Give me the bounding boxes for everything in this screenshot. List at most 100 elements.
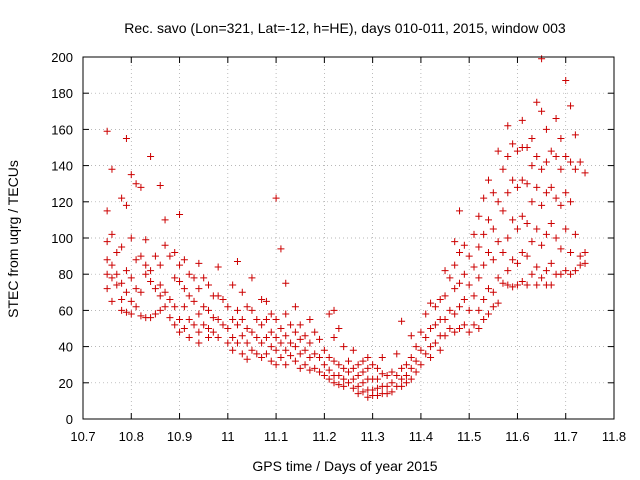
data-point	[306, 339, 314, 347]
data-point	[427, 353, 435, 361]
data-point	[325, 375, 333, 383]
data-point	[364, 353, 372, 361]
data-point	[441, 267, 449, 275]
data-point	[127, 297, 135, 305]
data-point	[393, 372, 401, 380]
plot-frame	[82, 56, 615, 420]
data-point	[354, 382, 362, 390]
data-point	[571, 131, 579, 139]
data-point	[137, 288, 145, 296]
data-point	[446, 325, 454, 332]
data-point	[451, 285, 459, 293]
data-point	[557, 270, 565, 278]
data-point	[518, 277, 526, 285]
data-point	[233, 258, 241, 266]
data-point	[441, 332, 449, 340]
data-point	[132, 180, 140, 188]
data-point	[513, 225, 521, 233]
data-point	[118, 296, 126, 304]
data-point	[209, 328, 217, 336]
x-tick-labels: 10.7 10.8 10.9 11 11.1 11.2 11.3 11.4 11.5 11.6 11…	[70, 429, 626, 444]
data-point	[272, 334, 280, 342]
data-point	[494, 274, 502, 282]
data-point	[349, 346, 357, 354]
data-point	[214, 263, 222, 271]
x-tick-label: 11	[221, 429, 235, 444]
data-point	[528, 198, 536, 206]
data-point	[538, 201, 546, 209]
data-point	[542, 189, 550, 197]
data-point	[171, 321, 179, 329]
data-point	[205, 325, 213, 332]
data-point	[513, 147, 521, 155]
data-point	[243, 303, 251, 311]
data-point	[156, 292, 164, 300]
data-point	[489, 303, 497, 311]
y-tick-label: 100	[51, 231, 73, 246]
data-point	[422, 334, 430, 342]
data-point	[233, 321, 241, 329]
data-point	[185, 292, 193, 300]
data-point	[571, 230, 579, 238]
data-point	[147, 153, 155, 161]
data-point	[166, 314, 174, 322]
data-point	[475, 243, 483, 251]
grid-lines	[83, 57, 614, 419]
data-point	[567, 198, 575, 206]
data-point	[185, 315, 193, 323]
data-point	[296, 364, 304, 372]
data-point	[484, 176, 492, 184]
data-point	[180, 256, 188, 264]
data-point	[509, 176, 517, 184]
data-point	[340, 382, 348, 390]
data-point	[176, 210, 184, 218]
data-point	[156, 306, 164, 314]
data-point	[373, 364, 381, 372]
data-point	[195, 328, 203, 336]
data-point	[142, 270, 150, 278]
data-point	[335, 325, 343, 332]
data-point	[171, 303, 179, 311]
data-point	[504, 267, 512, 275]
data-point	[528, 270, 536, 278]
data-point	[422, 310, 430, 318]
data-point	[407, 353, 415, 361]
data-point	[127, 310, 135, 318]
data-point	[262, 315, 270, 323]
data-point	[412, 368, 420, 376]
data-point	[571, 267, 579, 275]
data-point	[166, 296, 174, 304]
data-point	[398, 375, 406, 383]
data-point	[456, 248, 464, 256]
data-point	[272, 361, 280, 369]
data-point	[205, 334, 213, 342]
data-point	[267, 343, 275, 351]
data-point	[364, 364, 372, 372]
data-point	[504, 153, 512, 161]
data-point	[311, 328, 319, 336]
data-point	[513, 281, 521, 289]
data-point	[528, 162, 536, 170]
data-point	[108, 261, 116, 269]
data-point	[296, 350, 304, 358]
data-point	[301, 346, 309, 354]
data-point	[412, 343, 420, 351]
data-point	[122, 267, 130, 275]
data-point	[156, 281, 164, 289]
data-point	[504, 234, 512, 242]
data-point	[383, 382, 391, 390]
data-point	[103, 127, 111, 135]
data-point	[470, 263, 478, 271]
data-point	[291, 303, 299, 311]
data-point	[542, 158, 550, 166]
data-point	[436, 346, 444, 354]
data-point	[523, 252, 531, 260]
data-point	[417, 361, 425, 369]
data-point	[325, 366, 333, 374]
data-point	[499, 207, 507, 215]
data-point	[103, 207, 111, 215]
x-tick-label: 10.8	[119, 429, 144, 444]
data-point	[518, 212, 526, 220]
data-point	[335, 372, 343, 380]
data-point	[335, 381, 343, 389]
